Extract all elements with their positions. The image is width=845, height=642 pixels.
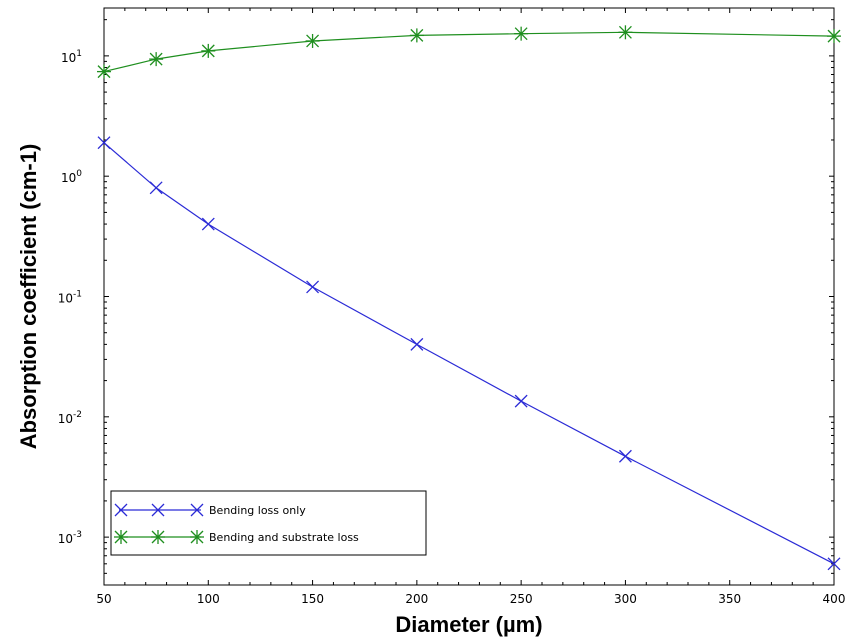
y-tick-exponent: -1 xyxy=(73,290,82,300)
data-point xyxy=(410,337,424,351)
legend: Bending loss only Bending and substrate l… xyxy=(110,490,427,556)
series-line xyxy=(103,142,835,565)
y-tick-label: 100 xyxy=(61,169,82,185)
y-tick-label: 10-1 xyxy=(58,290,82,306)
x-axis-title: Diameter (µm) xyxy=(395,612,542,637)
legend-box xyxy=(110,490,427,556)
data-point xyxy=(827,557,841,571)
y-axis-title: Absorption coefficient (cm-1) xyxy=(16,144,41,450)
legend-marker xyxy=(190,530,204,544)
series-line xyxy=(103,31,835,73)
data-point xyxy=(305,33,320,48)
legend-marker xyxy=(114,530,128,544)
x-axis-ticks: 50 100 150 200 250 300 350 400 xyxy=(96,8,845,606)
x-tick-label: 250 xyxy=(510,592,533,606)
data-point xyxy=(306,280,320,294)
data-point xyxy=(149,181,163,195)
data-point xyxy=(618,449,632,463)
y-tick-exponent: 1 xyxy=(76,49,82,59)
data-point xyxy=(201,43,216,58)
legend-marker xyxy=(151,530,165,544)
legend-marker xyxy=(151,503,165,517)
y-tick-label: 101 xyxy=(61,49,82,65)
y-tick-label: 10-2 xyxy=(58,410,82,426)
y-tick-base: 10 xyxy=(58,532,73,546)
legend-entry: Bending loss only xyxy=(114,503,306,517)
x-tick-label: 200 xyxy=(405,592,428,606)
data-point xyxy=(409,28,424,43)
data-point xyxy=(514,394,528,408)
data-point xyxy=(97,136,111,150)
x-tick-label: 50 xyxy=(96,592,111,606)
x-tick-label: 400 xyxy=(823,592,845,606)
data-point xyxy=(827,29,841,44)
y-tick-exponent: 0 xyxy=(76,169,82,179)
y-tick-base: 10 xyxy=(61,171,76,185)
series-layer xyxy=(97,25,841,571)
y-tick-exponent: -2 xyxy=(73,410,82,420)
x-tick-label: 100 xyxy=(197,592,220,606)
legend-marker xyxy=(190,503,204,517)
data-point xyxy=(514,26,529,41)
data-point xyxy=(149,52,164,67)
legend-marker xyxy=(114,503,128,517)
legend-entry: Bending and substrate loss xyxy=(114,530,359,544)
legend-label: Bending loss only xyxy=(209,504,306,517)
y-tick-exponent: -3 xyxy=(73,530,82,540)
data-point xyxy=(201,217,215,231)
x-tick-label: 350 xyxy=(718,592,741,606)
legend-label: Bending and substrate loss xyxy=(209,531,359,544)
y-tick-base: 10 xyxy=(58,412,73,426)
y-tick-label: 10-3 xyxy=(58,530,82,546)
series-1 xyxy=(97,25,841,79)
x-tick-label: 150 xyxy=(301,592,324,606)
data-point xyxy=(618,25,633,40)
y-tick-base: 10 xyxy=(61,51,76,65)
data-point xyxy=(97,64,111,79)
y-tick-base: 10 xyxy=(58,292,73,306)
series-0 xyxy=(97,136,841,571)
x-tick-label: 300 xyxy=(614,592,637,606)
